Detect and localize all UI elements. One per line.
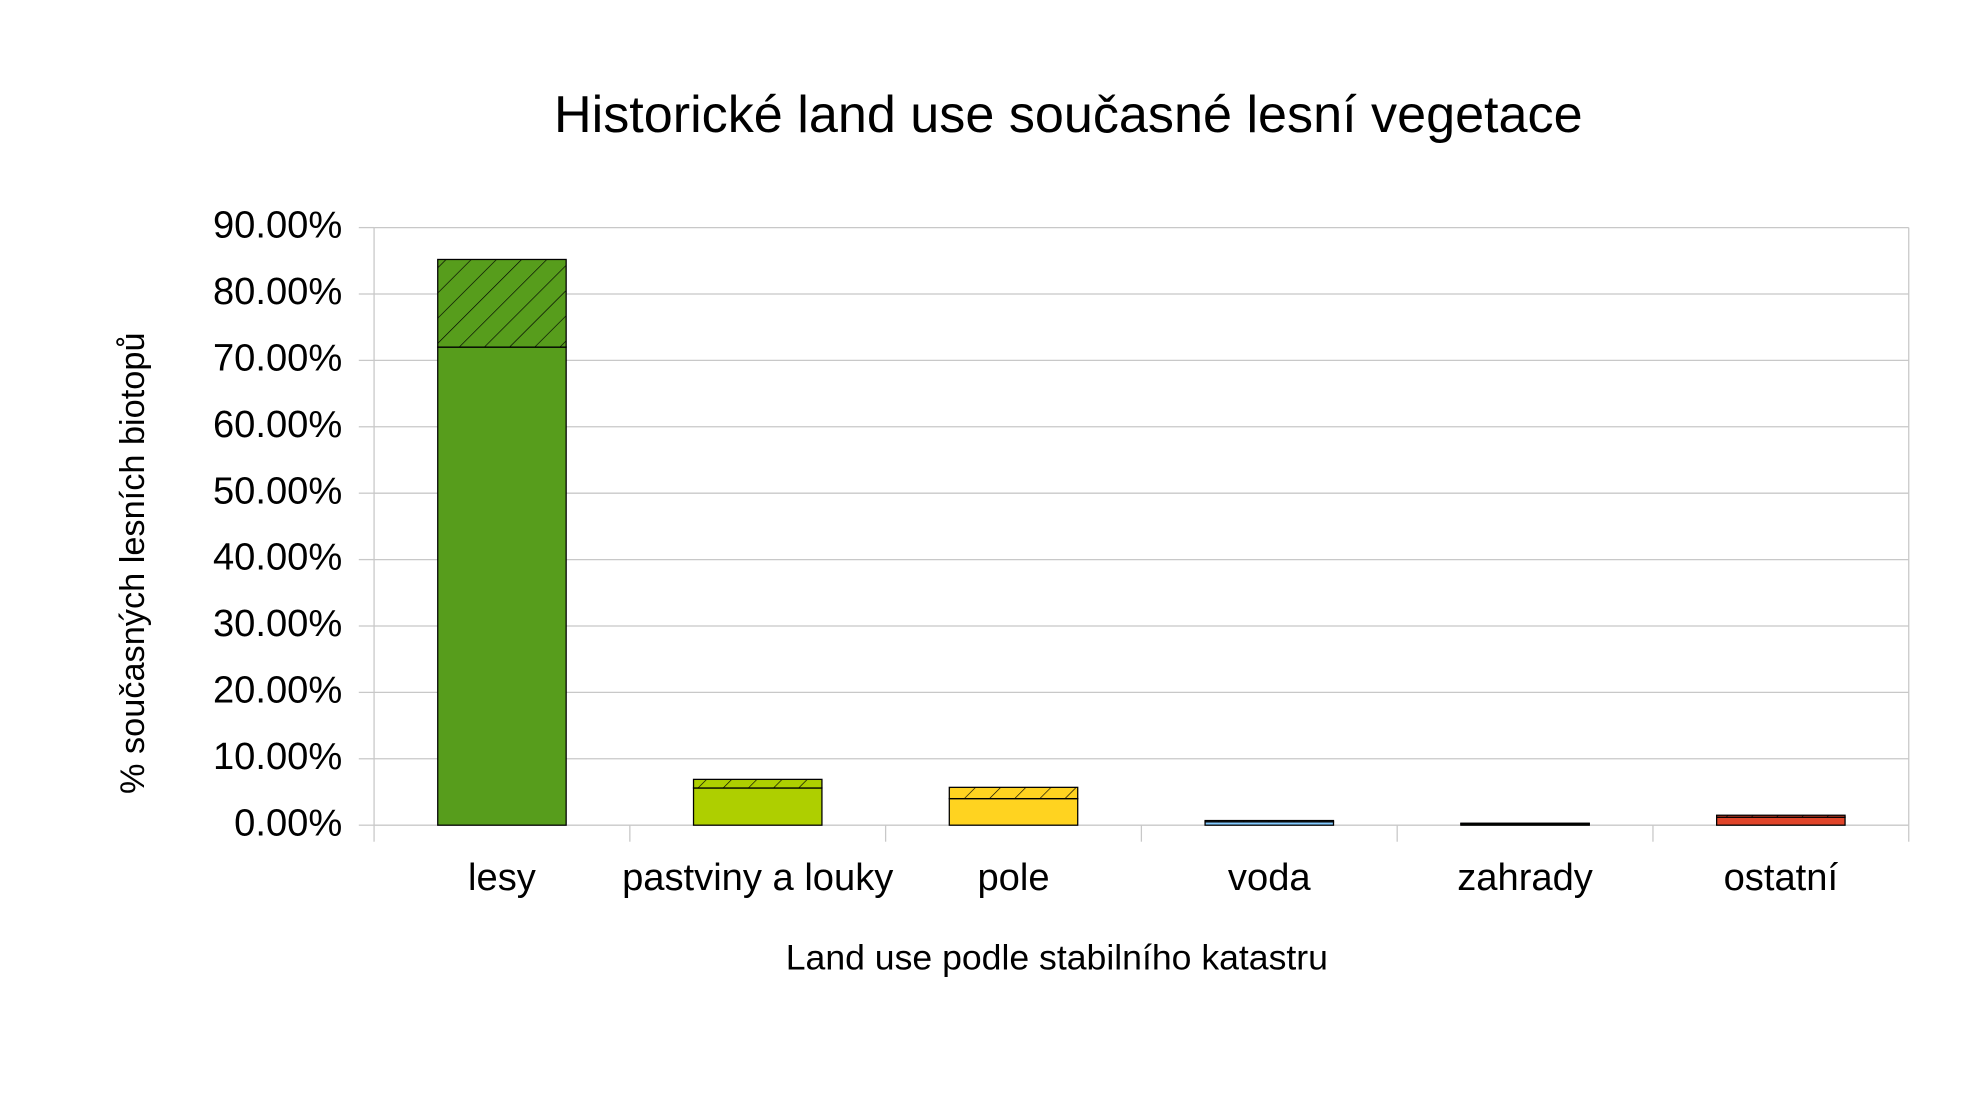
y-tick-label: 10.00%: [213, 735, 342, 778]
y-tick-label: 70.00%: [213, 336, 342, 379]
x-axis-label: Land use podle stabilního katastru: [786, 937, 1328, 977]
bar-segment: [1716, 816, 1846, 826]
chart-title: Historické land use současné lesní veget…: [554, 86, 1583, 144]
y-tick-label: 80.00%: [213, 270, 342, 313]
bar-segment: [437, 346, 567, 826]
x-tick-label: pastviny a louky: [622, 856, 893, 899]
y-tick-label: 60.00%: [213, 403, 342, 446]
bar-segment: [1204, 819, 1335, 823]
y-tick-label: 40.00%: [213, 536, 342, 579]
bar-segment: [948, 797, 1079, 826]
bar-segment: [692, 787, 823, 826]
bar-segment: [692, 778, 823, 789]
y-tick-label: 0.00%: [234, 801, 342, 844]
y-tick-label: 30.00%: [213, 602, 342, 645]
x-tick-label: pole: [977, 856, 1049, 899]
y-tick-label: 90.00%: [213, 204, 342, 247]
bar-segment: [948, 786, 1079, 800]
bar-segment: [437, 258, 567, 348]
x-tick-label: voda: [1228, 856, 1311, 899]
x-tick-label: lesy: [468, 856, 536, 899]
x-tick-label: ostatní: [1724, 856, 1839, 899]
y-axis-label: % současných lesních biotopů: [114, 332, 152, 794]
y-tick-label: 20.00%: [213, 668, 342, 711]
bar-segment: [1716, 814, 1846, 818]
x-tick-label: zahrady: [1457, 856, 1593, 899]
y-tick-label: 50.00%: [213, 469, 342, 512]
bar-segment: [1460, 822, 1590, 825]
